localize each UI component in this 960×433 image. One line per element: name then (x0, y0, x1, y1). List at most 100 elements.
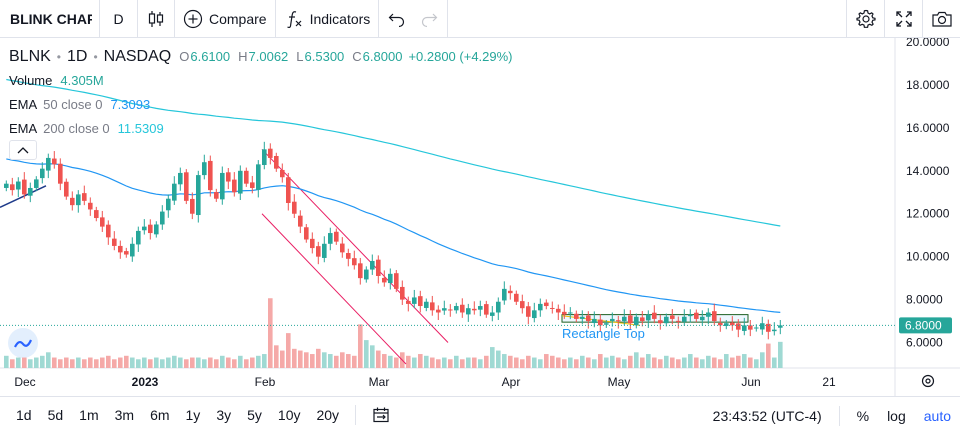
price-chart[interactable]: 6.8000 20.0000 18.0000 16.0000 14.0000 12.00… (0, 38, 960, 396)
candle-body (454, 306, 459, 311)
volume-bar (442, 357, 447, 368)
volume-bar (268, 298, 273, 368)
volume-bar (502, 354, 507, 368)
volume-bar (676, 359, 681, 368)
volume-bar (472, 357, 477, 368)
rectangle-top-label[interactable]: Rectangle Top (562, 326, 645, 341)
candle-body (604, 323, 609, 325)
candle-body (562, 311, 567, 315)
price-axis[interactable]: 20.0000 18.0000 16.0000 14.0000 12.0000 10.00… (906, 38, 950, 350)
symbol-name: BLINK CHARTS (10, 10, 92, 27)
volume-bar (772, 357, 777, 368)
candle-body (40, 168, 45, 179)
high-label: H (238, 49, 248, 64)
snapshot-button[interactable] (922, 0, 960, 38)
date-range-button[interactable] (364, 397, 398, 433)
symbol-search[interactable]: BLINK CHARTS (0, 0, 100, 38)
range-button-10y[interactable]: 10y (277, 407, 301, 423)
volume-bar (550, 355, 555, 368)
volume-bar (484, 355, 489, 368)
range-button-6m[interactable]: 6m (150, 407, 170, 423)
volume-bar (760, 352, 765, 368)
candle-body (574, 313, 579, 319)
volume-bar (244, 359, 249, 368)
price-tick-label: 8.0000 (906, 293, 943, 307)
candle-body (340, 243, 345, 253)
legend-volume-row[interactable]: Volume 4.305M (9, 69, 513, 93)
interval-button[interactable]: D (100, 0, 138, 38)
candle-body (310, 238, 315, 249)
volume-bar (178, 357, 183, 368)
candle-body (478, 306, 483, 310)
volume-bar (706, 355, 711, 368)
interval-label: D (113, 10, 124, 27)
legend-ema200-row[interactable]: EMA 200 close 0 11.5309 (9, 117, 513, 141)
candle-body (520, 301, 525, 309)
percent-toggle[interactable]: % (856, 407, 870, 424)
candle-body (412, 297, 417, 304)
range-button-5y[interactable]: 5y (247, 407, 262, 423)
chart-type-button[interactable] (138, 0, 175, 38)
range-button-3y[interactable]: 3y (216, 407, 232, 423)
legend-collapse-button[interactable] (9, 140, 37, 160)
price-tick-label: 14.0000 (906, 164, 950, 178)
volume-bar (532, 357, 537, 368)
trend-channel-upper[interactable] (261, 148, 449, 343)
candle-body (514, 293, 519, 302)
legend-separator: • (93, 50, 98, 64)
candle-body (772, 329, 777, 332)
volume-bar (754, 359, 759, 368)
time-axis-settings-icon[interactable] (921, 374, 935, 388)
candle-body (634, 316, 639, 326)
candle-body (136, 230, 141, 245)
volume-bar (712, 357, 717, 368)
range-button-20y[interactable]: 20y (316, 407, 340, 423)
trend-channel-lower[interactable] (261, 213, 407, 365)
settings-button[interactable] (846, 0, 884, 38)
volume-bar (148, 359, 153, 368)
volume-bar (160, 359, 165, 368)
compare-button[interactable]: Compare (175, 0, 276, 38)
time-axis[interactable]: Dec 2023 Feb Mar Apr May Jun 21 (14, 374, 935, 389)
candle-body (316, 246, 321, 257)
legend-ema50-row[interactable]: EMA 50 close 0 7.3093 (9, 93, 513, 117)
tradingview-logo[interactable] (8, 328, 38, 358)
log-toggle[interactable]: log (887, 407, 906, 424)
candle-body (400, 286, 405, 300)
clock-time[interactable]: 23:43:52 (UTC-4) (712, 407, 822, 424)
bottom-toolbar: 1d 5d 1m 3m 6m 1y 3y 5y 10y 20y 23:43:52 (UTC-4) … (0, 396, 960, 433)
candle-body (748, 325, 753, 330)
volume-bar (418, 354, 423, 368)
indicators-label: Indicators (309, 10, 371, 27)
last-price-label: 6.8000 (905, 318, 942, 332)
volume-bar (448, 359, 453, 368)
undo-button[interactable] (379, 0, 411, 38)
volume-bar (340, 352, 345, 368)
candle-body (526, 306, 531, 317)
volume-bar (634, 352, 639, 368)
range-button-1d[interactable]: 1d (16, 407, 32, 423)
volume-bar (136, 359, 141, 368)
chart-legend: BLNK • 1D • NASDAQ O 6.6100 H 7.0062 L 6.53… (9, 45, 513, 141)
range-button-1m[interactable]: 1m (79, 407, 99, 423)
range-button-1y[interactable]: 1y (185, 407, 201, 423)
candle-body (466, 308, 471, 315)
candle-body (640, 317, 645, 322)
fullscreen-button[interactable] (884, 0, 922, 38)
candle-body (502, 288, 507, 301)
toolbar-right (846, 0, 960, 38)
indicators-button[interactable]: Indicators (276, 0, 380, 38)
legend-symbol[interactable]: BLNK (9, 48, 51, 65)
redo-button[interactable] (411, 0, 449, 38)
range-button-5d[interactable]: 5d (47, 407, 64, 423)
auto-toggle[interactable]: auto (923, 407, 951, 424)
volume-bar (10, 359, 15, 368)
volume-bar (664, 355, 669, 368)
volume-bar (778, 341, 783, 368)
candle-body (166, 198, 171, 211)
volume-bar (544, 354, 549, 368)
candle-body (460, 304, 465, 313)
trend-line-left[interactable] (0, 185, 47, 208)
ema-lines (6, 78, 781, 313)
range-button-3m[interactable]: 3m (114, 407, 135, 423)
